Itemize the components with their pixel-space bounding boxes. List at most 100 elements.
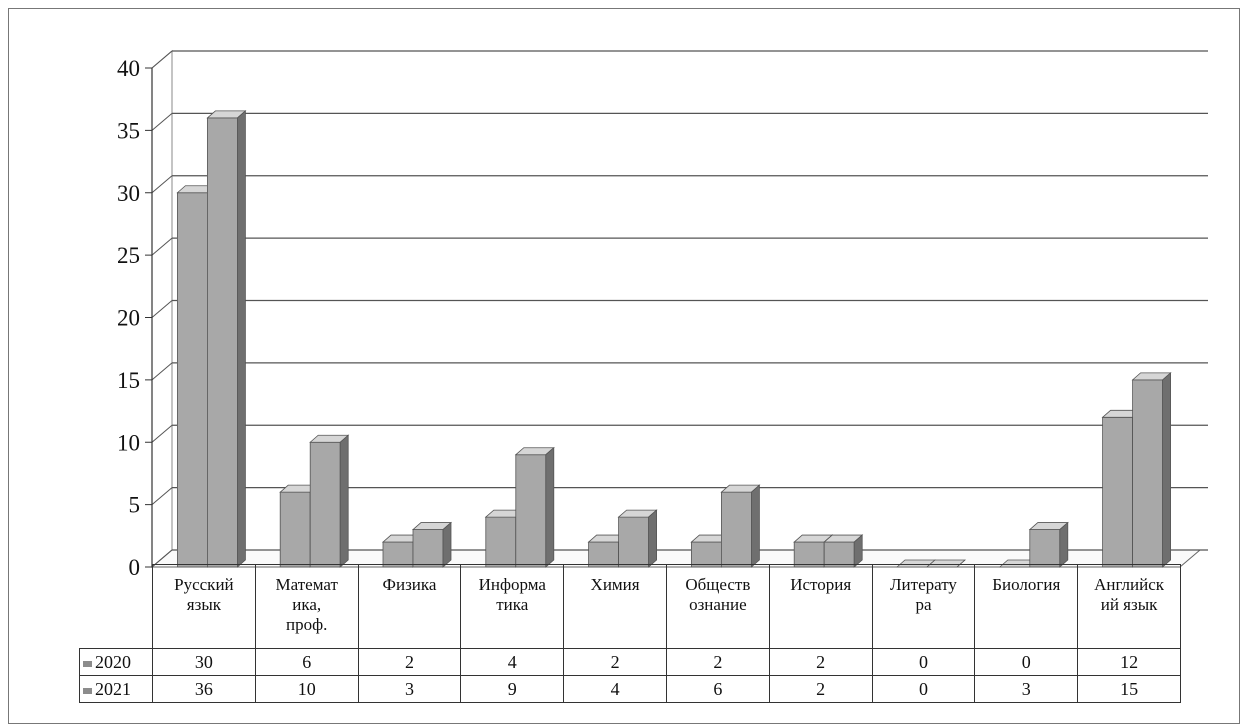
category-label-line: ика, [292, 595, 322, 614]
bar-front [1029, 529, 1061, 568]
bar-side [545, 446, 555, 568]
bar-front [382, 541, 414, 568]
category-label-line: Обществ [685, 575, 751, 594]
bar-front [412, 529, 444, 568]
category-label: Информа тика [460, 564, 565, 649]
data-value-cell: 6 [665, 675, 770, 703]
y-tick-label: 20 [117, 306, 140, 331]
category-label-line: ий язык [1100, 595, 1158, 614]
category-label-line: Русский [174, 575, 234, 594]
data-value-cell: 3 [974, 675, 1079, 703]
category-label-line: ра [915, 595, 932, 614]
category-label-line: язык [186, 595, 221, 614]
bar-side [751, 484, 760, 568]
data-value-cell: 9 [460, 675, 565, 703]
category-label: Русский язык [152, 564, 256, 649]
gridline-side [151, 237, 173, 256]
category-label: Литерату ра [871, 564, 976, 649]
data-value-cell: 0 [871, 648, 976, 676]
data-value-cell: 10 [254, 675, 359, 703]
category-label-line: История [790, 575, 852, 594]
category-label: Биология [974, 564, 1079, 649]
series-label-cell: 2020 [79, 648, 153, 676]
category-label-line: ознание [689, 595, 747, 614]
bar-2021 [720, 484, 761, 568]
gridline-side [151, 487, 173, 506]
data-value-cell: 3 [357, 675, 462, 703]
category-label-line: Математ [275, 575, 338, 594]
data-value-cell: 30 [152, 648, 256, 676]
category-label: Математ ика, проф. [254, 564, 359, 649]
data-value-cell: 0 [871, 675, 976, 703]
y-tick-label: 25 [117, 243, 140, 268]
data-value-cell: 4 [563, 675, 667, 703]
data-value-cell: 15 [1077, 675, 1181, 703]
category-label-line: Физика [382, 575, 437, 594]
bar-front [1132, 379, 1163, 568]
legend-swatch [83, 687, 92, 694]
series-name: 2021 [95, 679, 131, 699]
data-value-cell: 2 [768, 648, 873, 676]
bar-2021 [206, 110, 247, 568]
gridline-side [151, 362, 173, 381]
bar-2021 [514, 446, 555, 568]
data-table: Русский язык Математ ика, проф. Физика Информа… [79, 564, 1181, 703]
bar-side [442, 521, 452, 568]
category-label: История [768, 564, 873, 649]
bar-front [618, 516, 649, 568]
category-label-line: Информа [478, 575, 546, 594]
category-label-line: тика [496, 595, 529, 614]
category-label: Физика [357, 564, 462, 649]
bar-front [485, 516, 517, 568]
y-tick-label: 5 [129, 493, 141, 518]
bar-side [1059, 521, 1069, 568]
category-label-line: Химия [590, 575, 640, 594]
y-tick-label: 35 [117, 118, 140, 143]
bar-front [279, 491, 311, 568]
y-tick-label: 15 [117, 368, 140, 393]
bar-side [339, 434, 349, 568]
bar-front [515, 454, 547, 568]
category-label: Химия [563, 564, 667, 649]
bar-front [1102, 416, 1133, 568]
category-label: Английск ий язык [1077, 564, 1181, 649]
series-label-cell: 2021 [79, 675, 153, 703]
category-label: Обществ ознание [665, 564, 770, 649]
data-value-cell: 2 [357, 648, 462, 676]
category-label-row: Русский язык Математ ика, проф. Физика Информа… [79, 564, 1181, 649]
y-tick-label: 30 [117, 181, 140, 206]
bar-2021 [411, 521, 453, 568]
bar-side [853, 534, 863, 568]
category-label-line: проф. [286, 615, 328, 634]
data-value-cell: 2 [768, 675, 873, 703]
gridline-side [151, 112, 173, 131]
legend-swatch [83, 660, 92, 667]
data-value-cell: 4 [460, 648, 565, 676]
gridline-side [151, 300, 173, 318]
bar-side [1162, 371, 1171, 568]
bar-front [206, 117, 238, 568]
gridline-side [151, 50, 173, 69]
bar-2021 [617, 509, 658, 568]
data-value-cell: 0 [974, 648, 1079, 676]
bar-2021 [823, 534, 864, 568]
y-tick-label: 10 [117, 430, 140, 455]
bar-side [648, 509, 657, 568]
series-row-2020: 2020 30 6 2 4 2 2 2 0 0 12 [79, 648, 1181, 676]
data-value-cell: 2 [563, 648, 667, 676]
table-corner-cell [79, 564, 153, 649]
bar-2021 [1028, 521, 1069, 568]
bar-2021 [309, 434, 350, 568]
bar-front [309, 441, 341, 568]
category-label-line: Литерату [890, 575, 957, 594]
category-label-line: Биология [992, 575, 1061, 594]
data-value-cell: 12 [1077, 648, 1181, 676]
series-name: 2020 [95, 652, 131, 672]
gridline-side [151, 424, 173, 443]
chart-frame [8, 8, 1240, 724]
series-row-2021: 2021 36 10 3 9 4 6 2 0 3 15 [79, 675, 1181, 703]
category-label-line: Английск [1094, 575, 1165, 594]
gridline-side [151, 175, 173, 194]
data-value-cell: 2 [665, 648, 770, 676]
y-tick-label: 40 [117, 56, 140, 81]
